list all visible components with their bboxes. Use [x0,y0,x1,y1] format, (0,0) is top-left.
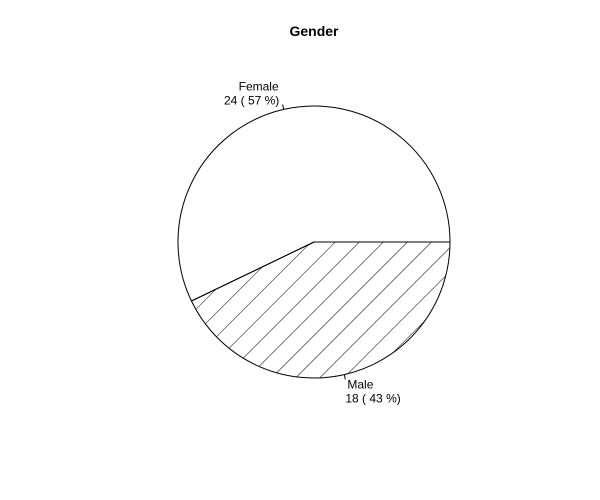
pie-slice-male [190,241,451,379]
leader-line-male [343,374,346,380]
slice-label-female: Female [239,80,279,94]
pie-slices [177,105,451,379]
pie-slice-female [177,105,451,302]
chart-title: Gender [289,23,339,39]
slice-value-male: 18 ( 43 %) [345,391,400,405]
slice-value-female: 24 ( 57 %) [224,94,279,108]
leader-line-female [282,104,285,110]
slice-label-male: Male [347,377,373,391]
